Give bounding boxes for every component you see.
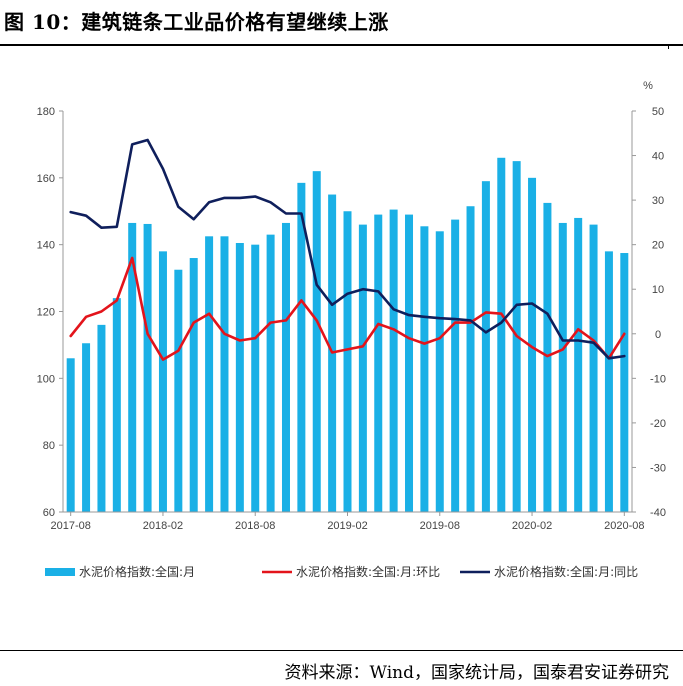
- bar: [128, 222, 137, 512]
- line-series: [69, 138, 626, 361]
- legend-label: 水泥价格指数:全国:月: [79, 564, 195, 579]
- bar: [451, 219, 460, 512]
- left-tick-label: 160: [37, 173, 55, 185]
- left-tick-label: 100: [37, 373, 55, 385]
- bar: [574, 217, 583, 512]
- x-tick-label: 2020-08: [604, 520, 644, 532]
- x-tick-label: 2019-02: [327, 520, 367, 532]
- corner-tick: [668, 45, 669, 49]
- bar: [435, 231, 444, 513]
- legend-swatch-bar: [45, 568, 75, 576]
- bar: [358, 224, 367, 512]
- bar-series-cement-index: [66, 157, 629, 513]
- left-tick-label: 140: [37, 240, 55, 252]
- x-tick-label: 2018-08: [235, 520, 275, 532]
- bar: [589, 224, 598, 512]
- legend-label: 水泥价格指数:全国:月:环比: [296, 564, 440, 579]
- bar: [420, 226, 429, 512]
- bar: [620, 253, 629, 513]
- x-tick-label: 2017-08: [51, 520, 91, 532]
- bar: [466, 206, 475, 513]
- figure-title: 图 10：建筑链条工业品价格有望继续上涨: [4, 10, 389, 34]
- right-tick-label: -30: [650, 462, 666, 474]
- bar: [82, 343, 91, 512]
- cement-price-chart: 60 80 100 120 140 160 180 -40 -30 -20 -10 0 10 20 30 40…: [37, 80, 666, 579]
- bar: [312, 171, 321, 512]
- bar: [405, 214, 414, 512]
- bar: [343, 211, 352, 512]
- bar: [251, 244, 260, 512]
- left-tick-label: 180: [37, 106, 55, 118]
- bar: [266, 234, 275, 512]
- bar: [235, 242, 244, 512]
- right-tick-label: 30: [652, 195, 664, 207]
- bar: [389, 209, 398, 512]
- right-tick-label: 50: [652, 106, 664, 118]
- right-tick-label: -10: [650, 373, 666, 385]
- bar: [297, 182, 306, 513]
- bar: [112, 298, 121, 512]
- bar: [281, 222, 290, 512]
- bar: [143, 223, 152, 512]
- tick-labels: 60 80 100 120 140 160 180 -40 -30 -20 -10 0 10 20 30 40…: [37, 80, 666, 532]
- bar: [66, 358, 75, 512]
- bar: [543, 202, 552, 513]
- left-tick-label: 120: [37, 307, 55, 319]
- bar: [189, 258, 198, 512]
- x-tick-label: 2020-02: [512, 520, 552, 532]
- bar: [174, 269, 183, 512]
- right-tick-label: 0: [655, 329, 661, 341]
- bar: [158, 251, 167, 512]
- right-tick-label: 40: [652, 151, 664, 163]
- left-tick-label: 60: [43, 507, 55, 519]
- chart-legend: 水泥价格指数:全国:月 水泥价格指数:全国:月:环比 水泥价格指数:全国:月:同比: [45, 564, 638, 579]
- bar: [481, 181, 490, 513]
- legend-label: 水泥价格指数:全国:月:同比: [494, 564, 638, 579]
- right-tick-label: 10: [652, 284, 664, 296]
- bar: [374, 214, 383, 512]
- title-divider: [0, 44, 683, 46]
- bar: [97, 324, 106, 512]
- bar: [604, 251, 613, 512]
- bar: [205, 236, 214, 512]
- source-note: 资料来源：Wind，国家统计局，国泰君安证券研究: [284, 663, 669, 683]
- right-tick-label: -20: [650, 418, 666, 430]
- right-tick-label: -40: [650, 507, 666, 519]
- x-tick-label: 2019-08: [420, 520, 460, 532]
- right-axis-unit: %: [643, 80, 653, 92]
- line-series-mom: [69, 256, 626, 361]
- right-tick-label: 20: [652, 240, 664, 252]
- axes: [59, 110, 636, 516]
- left-tick-label: 80: [43, 440, 55, 452]
- bar: [528, 177, 537, 512]
- source-divider: [0, 650, 683, 651]
- bar: [497, 157, 506, 512]
- bar: [220, 236, 229, 512]
- x-tick-label: 2018-02: [143, 520, 183, 532]
- line-series-yoy: [69, 138, 626, 360]
- bar: [558, 222, 567, 512]
